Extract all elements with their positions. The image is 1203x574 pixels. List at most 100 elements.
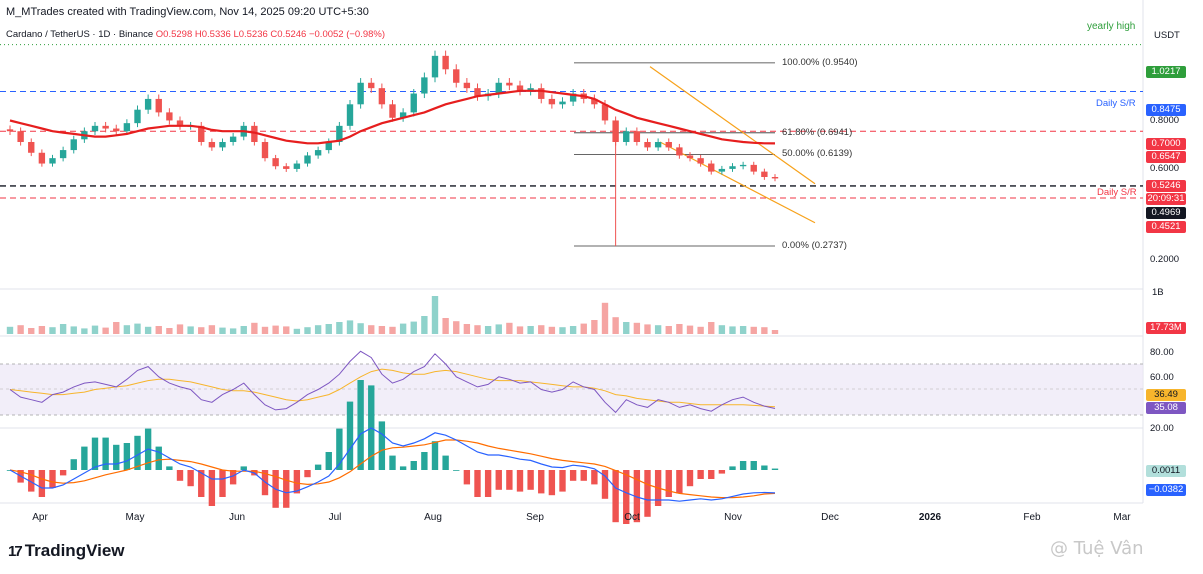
volume-bar	[219, 327, 226, 334]
macd-hist-bar	[304, 470, 311, 478]
volume-bar	[176, 324, 184, 334]
macd-hist-bar	[601, 470, 609, 499]
volume-bar	[676, 324, 683, 334]
macd-hist-bar	[293, 470, 301, 494]
candle-body	[421, 77, 428, 94]
horizontal-levels[interactable]	[0, 44, 1143, 199]
level-label-1: Daily S/R	[1096, 98, 1136, 109]
macd-hist-bar	[516, 470, 524, 492]
rsi-tag: 35.08	[1146, 402, 1186, 414]
candle-body	[474, 88, 481, 97]
volume-bar	[665, 326, 672, 334]
rsi-tick-label: 20.00	[1150, 423, 1174, 434]
price-tag-6: 0.4969	[1146, 207, 1186, 219]
candle-body	[59, 150, 67, 159]
macd-hist-bar	[166, 466, 173, 470]
macd-hist-bar	[676, 470, 683, 494]
price-tag-1: 0.8475	[1146, 104, 1186, 116]
fibonacci-levels[interactable]	[574, 62, 775, 247]
candles[interactable]	[6, 50, 779, 246]
macd-signal-line	[9, 439, 776, 499]
candle-body	[123, 123, 131, 132]
candle-body	[708, 163, 715, 172]
candle-body	[17, 131, 24, 142]
candle-body	[665, 141, 672, 148]
volume-bar	[527, 326, 534, 334]
macd-hist-bar	[229, 470, 237, 485]
candle-body	[548, 98, 556, 105]
price-tag-7: 0.4521	[1146, 221, 1186, 233]
macd-hist-bar	[198, 470, 205, 497]
macd-hist-bar	[538, 470, 545, 494]
author-line: M_MTrades created with TradingView.com, …	[6, 6, 369, 18]
falling-channel[interactable]	[649, 66, 816, 224]
candle-body	[113, 128, 120, 132]
macd-hist-bar	[453, 470, 460, 471]
volume-bars[interactable]	[6, 296, 779, 334]
fib-label-0: 100.00% (0.9540)	[782, 56, 858, 68]
volume-bar	[612, 317, 619, 334]
candle-body	[219, 141, 226, 148]
candle-body	[304, 155, 311, 164]
symbol-line[interactable]: Cardano / TetherUS · 1D · Binance O0.529…	[6, 29, 385, 40]
candle-body	[389, 104, 396, 118]
candle-body	[357, 82, 364, 105]
tradingview-logo-text: TradingView	[24, 541, 125, 560]
candle-body	[463, 82, 471, 89]
candle-body	[70, 139, 77, 151]
macd-lines[interactable]	[6, 380, 779, 524]
x-tick-label: Oct	[624, 512, 640, 523]
macd-hist-bar	[708, 470, 715, 479]
price-tag-0: 1.0217	[1146, 66, 1186, 78]
volume-scale-label: 1B	[1152, 287, 1164, 298]
macd-hist-bar	[474, 470, 481, 497]
candle-body	[516, 85, 524, 91]
volume-bar	[134, 323, 141, 334]
candle-body	[442, 55, 449, 70]
candle-body	[506, 82, 513, 86]
volume-bar	[166, 328, 173, 334]
macd-hist-bar	[399, 466, 407, 470]
candle-body	[718, 168, 726, 172]
level-label-0: yearly high	[1087, 21, 1136, 32]
macd-hist-bar	[70, 459, 77, 470]
moving-average[interactable]	[9, 89, 776, 145]
volume-bar	[49, 327, 56, 334]
volume-bar	[144, 326, 152, 334]
macd-hist-bar	[665, 470, 672, 497]
volume-bar	[389, 326, 396, 334]
symbol-name[interactable]: Cardano / TetherUS · 1D · Binance	[6, 29, 154, 40]
rsi-tick-label: 60.00	[1150, 372, 1174, 383]
price-tag-4: 0.5246	[1146, 180, 1186, 192]
tradingview-logo-icon: 17	[8, 542, 23, 560]
volume-bar	[357, 323, 364, 334]
candle-body	[697, 158, 704, 164]
volume-bar	[697, 326, 704, 334]
candle-body	[569, 93, 577, 102]
quote-currency[interactable]: USDT	[1154, 30, 1180, 41]
fib-label-2: 50.00% (0.6139)	[782, 148, 853, 160]
volume-bar	[580, 323, 587, 334]
tradingview-logo[interactable]: 17 TradingView	[8, 541, 125, 561]
candle-body	[198, 125, 205, 142]
volume-bar	[6, 326, 14, 334]
volume-bar	[750, 326, 757, 334]
candle-body	[591, 98, 598, 105]
rsi-lines[interactable]	[9, 350, 776, 414]
watermark: @ Tuệ Vân	[1050, 538, 1144, 559]
volume-bar	[59, 324, 67, 334]
volume-bar	[251, 322, 258, 334]
x-tick-label: Feb	[1023, 512, 1041, 523]
volume-bar	[708, 322, 715, 334]
volume-bar	[474, 325, 481, 334]
volume-bar	[102, 327, 109, 334]
macd-tag: −0.0382	[1146, 484, 1186, 496]
channel-upper	[649, 66, 816, 185]
volume-bar	[601, 302, 609, 334]
rsi-band	[0, 364, 1143, 415]
candle-body	[654, 141, 662, 148]
candle-body	[612, 120, 619, 142]
volume-bar	[453, 321, 460, 334]
candle-body	[399, 112, 407, 118]
